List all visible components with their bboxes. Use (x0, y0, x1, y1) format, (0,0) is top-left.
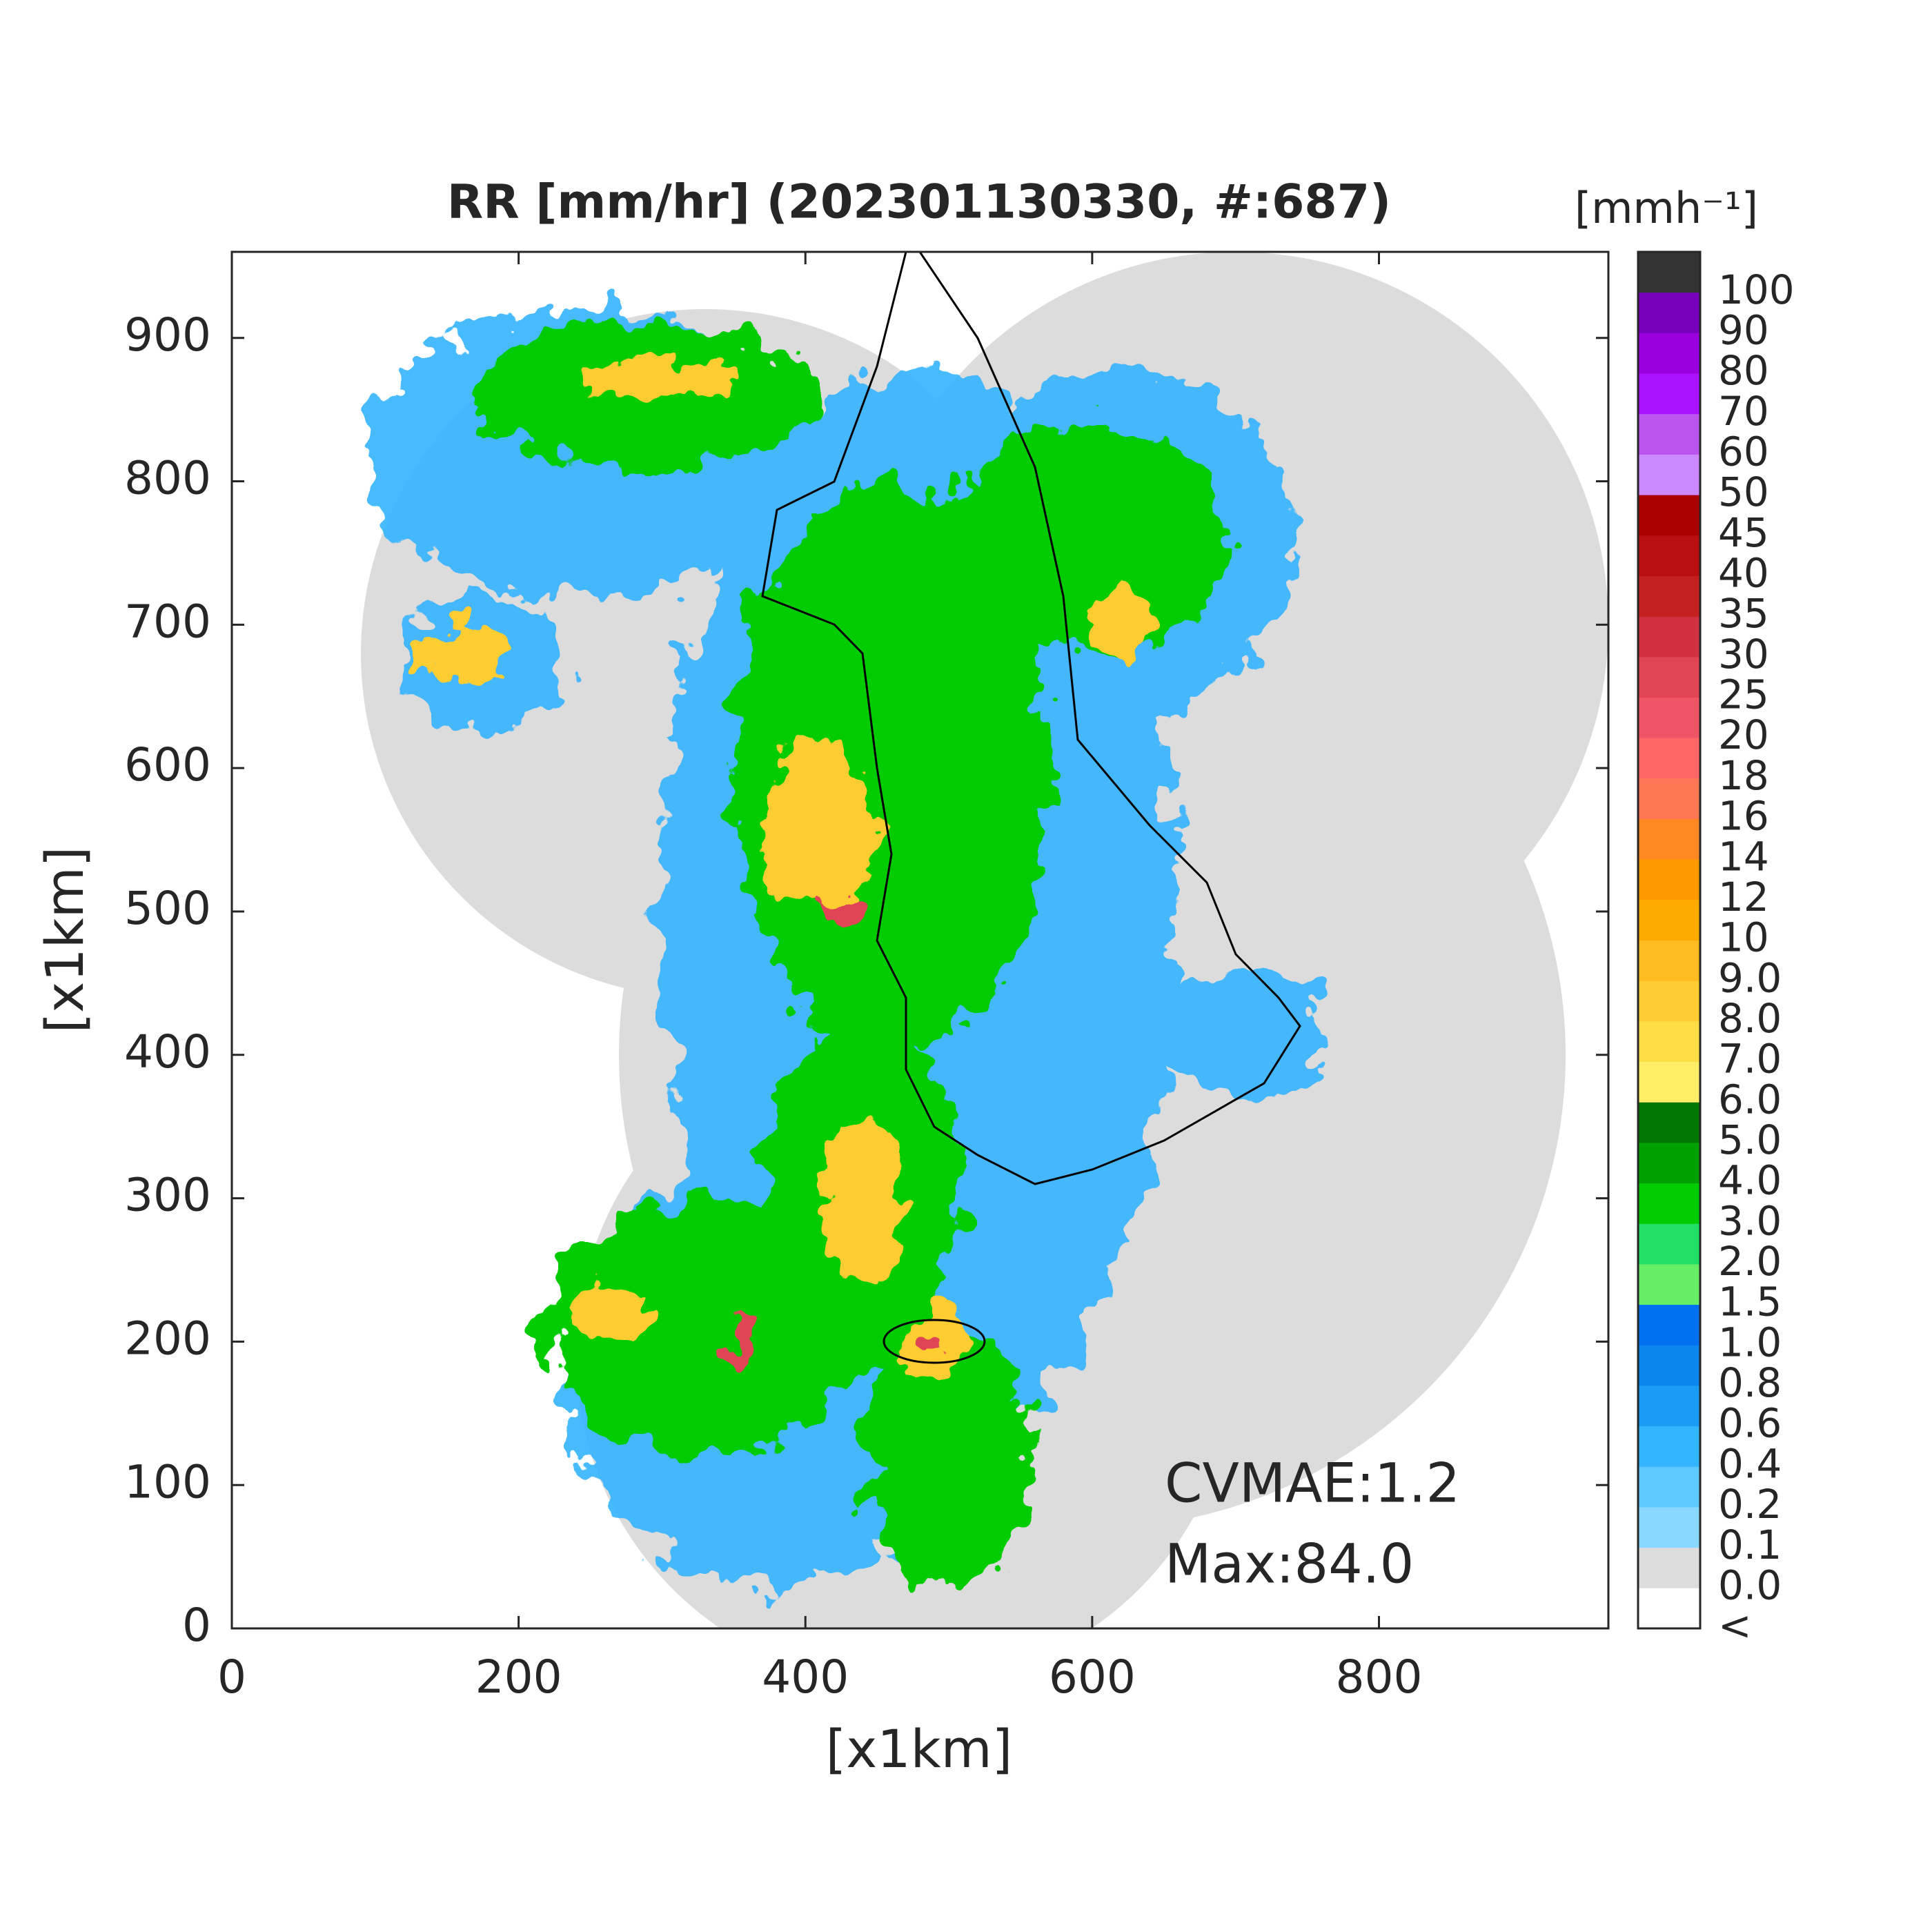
colorbar-bin (1638, 616, 1700, 658)
colorbar-bin (1638, 1142, 1700, 1184)
x-tick-label: 600 (1049, 1650, 1136, 1704)
colorbar-bin (1638, 495, 1700, 536)
y-tick-label: 0 (182, 1599, 211, 1652)
colorbar-bin (1638, 1426, 1700, 1467)
y-tick-label: 800 (124, 452, 211, 505)
colorbar-bin (1638, 778, 1700, 819)
colorbar-tick-label: 16 (1718, 793, 1769, 840)
colorbar-bin (1638, 1021, 1700, 1063)
colorbar-tick-label: 20 (1718, 711, 1769, 758)
colorbar-tick-label: 80 (1718, 347, 1769, 394)
y-tick-label: 600 (124, 738, 211, 791)
rain-echoes (362, 309, 1325, 1586)
colorbar-tick-label: 6.0 (1718, 1076, 1782, 1123)
colorbar-tick-label: 5.0 (1718, 1116, 1782, 1163)
colorbar-bin (1638, 373, 1700, 415)
colorbar-frame (1637, 250, 1702, 1630)
colorbar-bin (1638, 454, 1700, 495)
colorbar-tick-label: 70 (1718, 388, 1769, 435)
colorbar-bin (1638, 333, 1700, 374)
colorbar-bin (1638, 252, 1700, 293)
colorbar-tick-label: 0.2 (1718, 1481, 1782, 1528)
colorbar-bin (1638, 940, 1700, 981)
radar-field (361, 252, 1608, 1628)
x-tick-label: 200 (475, 1650, 562, 1704)
colorbar-tick-label: 12 (1718, 874, 1769, 920)
colorbar-tick-label: 40 (1718, 550, 1769, 597)
x-tick-label: 400 (762, 1650, 849, 1704)
colorbar-tick-label: 4.0 (1718, 1157, 1782, 1204)
colorbar-bin (1638, 1466, 1700, 1508)
colorbar-tick-label: 8.0 (1718, 995, 1782, 1042)
y-axis-label: [x1km] (34, 847, 95, 1034)
x-tick-label: 800 (1336, 1650, 1423, 1704)
colorbar-bin (1638, 292, 1700, 333)
coastline (761, 252, 1301, 1364)
colorbar-bin (1638, 697, 1700, 738)
colorbar-bin (1638, 899, 1700, 940)
colorbar-bin (1638, 1547, 1700, 1588)
colorbar-bin (1638, 1506, 1700, 1548)
colorbar-bin (1638, 575, 1700, 617)
colorbar-bin (1638, 818, 1700, 860)
colorbar-tick-label: 0.4 (1718, 1440, 1782, 1487)
colorbar-tick-label: 2.0 (1718, 1238, 1782, 1285)
colorbar-bin (1638, 1183, 1700, 1224)
annotation: CVMAE:1.2 (1165, 1452, 1460, 1515)
colorbar-tick-label: 30 (1718, 631, 1769, 678)
colorbar-bin (1638, 859, 1700, 900)
colorbar-bin (1638, 1263, 1700, 1305)
colorbar-tick-label: 35 (1718, 590, 1769, 637)
colorbar-tick-label: 1.0 (1718, 1319, 1782, 1366)
colorbar-bin (1638, 1061, 1700, 1103)
colorbar-label: [mmh⁻¹] (1575, 183, 1758, 233)
colorbar-bin (1638, 1102, 1700, 1143)
colorbar-tick-label: 0.8 (1718, 1359, 1782, 1406)
colorbar-tick-label: 100 (1718, 266, 1795, 313)
colorbar-tick-label: 18 (1718, 752, 1769, 799)
y-tick-label: 200 (124, 1312, 211, 1365)
colorbar-tick-label: 14 (1718, 833, 1769, 880)
colorbar-bin (1638, 413, 1700, 455)
y-tick-label: 900 (124, 308, 211, 362)
colorbar-tick-label: 50 (1718, 469, 1769, 515)
chart-title: RR [mm/hr] (202301130330, #:687) (447, 175, 1391, 230)
colorbar-tick-label: 10 (1718, 914, 1769, 961)
colorbar-tick-label: 0.0 (1718, 1561, 1782, 1608)
colorbar-bin (1638, 535, 1700, 576)
y-tick-label: 400 (124, 1025, 211, 1078)
colorbar-bin (1638, 738, 1700, 779)
y-tick-label: 500 (124, 882, 211, 935)
y-tick-label: 100 (124, 1455, 211, 1508)
colorbar-tick-label: 0.6 (1718, 1400, 1782, 1447)
colorbar-tick-label: 9.0 (1718, 954, 1782, 1001)
colorbar-bin (1638, 1223, 1700, 1265)
colorbar-tick-label: 90 (1718, 306, 1769, 353)
colorbar-tick-label: 1.5 (1718, 1279, 1782, 1325)
colorbar-tick-label: 60 (1718, 428, 1769, 475)
y-tick-label: 300 (124, 1169, 211, 1222)
colorbar-bin (1638, 980, 1700, 1022)
colorbar-tick-label: 3.0 (1718, 1197, 1782, 1244)
colorbar-bin (1638, 1304, 1700, 1346)
plot-frame (230, 250, 1610, 1630)
colorbar-bin (1638, 656, 1700, 698)
colorbar-tick-label: 25 (1718, 671, 1769, 718)
colorbar-bin (1638, 1345, 1700, 1386)
x-axis-label: [x1km] (826, 1718, 1013, 1780)
annotation: Max:84.0 (1165, 1533, 1414, 1595)
colorbar-tick-label: 45 (1718, 509, 1769, 556)
x-tick-label: 0 (217, 1650, 246, 1704)
colorbar-tick-label: 0.1 (1718, 1521, 1782, 1568)
y-tick-label: 700 (124, 595, 211, 648)
colorbar-tick-label: < (1718, 1602, 1752, 1649)
colorbar-tick-label: 7.0 (1718, 1036, 1782, 1083)
colorbar-bin (1638, 1385, 1700, 1427)
colorbar-bin (1638, 1588, 1700, 1629)
